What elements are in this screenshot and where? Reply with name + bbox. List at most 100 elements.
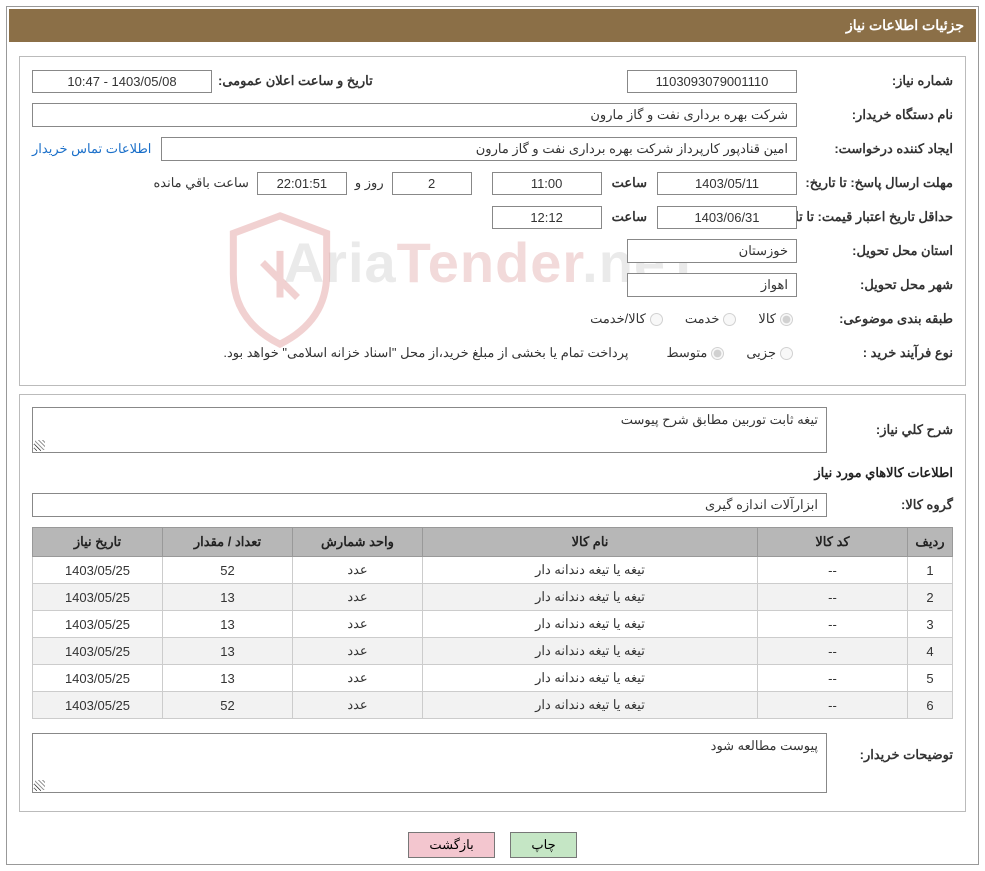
table-cell: تیغه یا تیغه دندانه دار [423,665,758,692]
radio-goods[interactable] [780,313,793,326]
deadline-date: 1403/05/11 [657,172,797,195]
buyer-notes-text: پیوست مطالعه شود [711,738,818,753]
time-label-1: ساعت [612,175,647,191]
table-cell: 13 [163,584,293,611]
back-button[interactable]: بازگشت [408,832,494,858]
radio-service[interactable] [723,313,736,326]
countdown-value: 22:01:51 [257,172,347,195]
table-row: 2--تیغه یا تیغه دندانه دارعدد131403/05/2… [33,584,953,611]
th-name: نام کالا [423,528,758,557]
group-label: گروه کالا: [833,497,953,513]
validity-time: 12:12 [492,206,602,229]
table-row: 6--تیغه یا تیغه دندانه دارعدد521403/05/2… [33,692,953,719]
desc-text: تیغه ثابت توربین مطابق شرح پیوست [621,412,818,427]
payment-note: پرداخت تمام یا بخشی از مبلغ خرید،از محل … [223,345,628,361]
table-cell: -- [758,611,908,638]
th-qty: تعداد / مقدار [163,528,293,557]
table-cell: 13 [163,638,293,665]
resize-handle-icon[interactable] [35,440,45,450]
proc-type-label: نوع فرآیند خرید : [803,345,953,361]
table-cell: 2 [908,584,953,611]
radio-goods-label: کالا [758,311,776,327]
need-no-value: 1103093079001110 [627,70,797,93]
buyer-org-label: نام دستگاه خریدار: [803,107,953,123]
radio-both[interactable] [650,313,663,326]
requester-value: امین قنادپور کارپرداز شرکت بهره برداری ن… [161,137,797,161]
table-cell: تیغه یا تیغه دندانه دار [423,557,758,584]
table-cell: -- [758,665,908,692]
table-cell: عدد [293,692,423,719]
panel-title: جزئیات اطلاعات نیاز [9,9,976,42]
table-cell: عدد [293,665,423,692]
table-cell: -- [758,692,908,719]
city-value: اهواز [627,273,797,297]
buyer-notes-label: توضیحات خریدار: [833,733,953,763]
buyer-org-value: شرکت بهره برداری نفت و گاز مارون [32,103,797,127]
time-label-2: ساعت [612,209,647,225]
announce-label: تاریخ و ساعت اعلان عمومی: [218,73,373,89]
validity-label: حداقل تاریخ اعتبار قیمت: تا تاریخ: [773,209,953,225]
th-unit: واحد شمارش [293,528,423,557]
table-cell: 13 [163,665,293,692]
table-cell: 1403/05/25 [33,584,163,611]
table-cell: 5 [908,665,953,692]
table-cell: 52 [163,557,293,584]
desc-textarea[interactable]: تیغه ثابت توربین مطابق شرح پیوست [32,407,827,453]
deadline-time: 11:00 [492,172,602,195]
radio-service-label: خدمت [685,311,720,327]
deadline-label: مهلت ارسال پاسخ: تا تاریخ: [803,175,953,191]
radio-small-label: جزیی [746,345,776,361]
table-row: 1--تیغه یا تیغه دندانه دارعدد521403/05/2… [33,557,953,584]
print-button[interactable]: چاپ [510,832,576,858]
table-cell: -- [758,557,908,584]
radio-small[interactable] [780,347,793,360]
table-cell: تیغه یا تیغه دندانه دار [423,611,758,638]
table-cell: -- [758,584,908,611]
validity-date: 1403/06/31 [657,206,797,229]
table-cell: 52 [163,692,293,719]
table-cell: عدد [293,584,423,611]
table-cell: 13 [163,611,293,638]
remaining-label: ساعت باقي مانده [153,175,248,191]
table-row: 5--تیغه یا تیغه دندانه دارعدد131403/05/2… [33,665,953,692]
th-row: ردیف [908,528,953,557]
table-cell: 4 [908,638,953,665]
requester-label: ایجاد کننده درخواست: [803,141,953,157]
need-no-label: شماره نیاز: [803,73,953,89]
table-cell: عدد [293,611,423,638]
table-cell: تیغه یا تیغه دندانه دار [423,638,758,665]
table-cell: 1403/05/25 [33,638,163,665]
table-cell: عدد [293,638,423,665]
province-value: خوزستان [627,239,797,263]
table-cell: تیغه یا تیغه دندانه دار [423,584,758,611]
th-code: کد کالا [758,528,908,557]
days-label: روز و [355,175,384,191]
radio-medium-label: متوسط [666,345,707,361]
table-cell: تیغه یا تیغه دندانه دار [423,692,758,719]
table-row: 4--تیغه یا تیغه دندانه دارعدد131403/05/2… [33,638,953,665]
province-label: استان محل تحویل: [803,243,953,259]
table-cell: 1403/05/25 [33,665,163,692]
items-heading: اطلاعات کالاهاي مورد نياز [32,465,953,481]
desc-label: شرح کلي نياز: [833,422,953,438]
table-row: 3--تیغه یا تیغه دندانه دارعدد131403/05/2… [33,611,953,638]
city-label: شهر محل تحویل: [803,277,953,293]
th-date: تاریخ نیاز [33,528,163,557]
table-cell: -- [758,638,908,665]
group-value: ابزارآلات اندازه گیری [32,493,827,517]
details-panel: شماره نیاز: 1103093079001110 تاریخ و ساع… [19,56,966,386]
buyer-contact-link[interactable]: اطلاعات تماس خریدار [32,141,151,157]
buyer-notes-textarea[interactable]: پیوست مطالعه شود [32,733,827,793]
items-panel: شرح کلي نياز: تیغه ثابت توربین مطابق شرح… [19,394,966,812]
days-remaining: 2 [392,172,472,195]
table-cell: 6 [908,692,953,719]
table-cell: عدد [293,557,423,584]
radio-both-label: کالا/خدمت [590,311,646,327]
table-cell: 1403/05/25 [33,692,163,719]
classification-label: طبقه بندی موضوعی: [803,311,953,327]
resize-handle-icon[interactable] [35,780,45,790]
table-cell: 1403/05/25 [33,557,163,584]
items-table: ردیف کد کالا نام کالا واحد شمارش تعداد /… [32,527,953,719]
table-cell: 3 [908,611,953,638]
radio-medium[interactable] [711,347,724,360]
